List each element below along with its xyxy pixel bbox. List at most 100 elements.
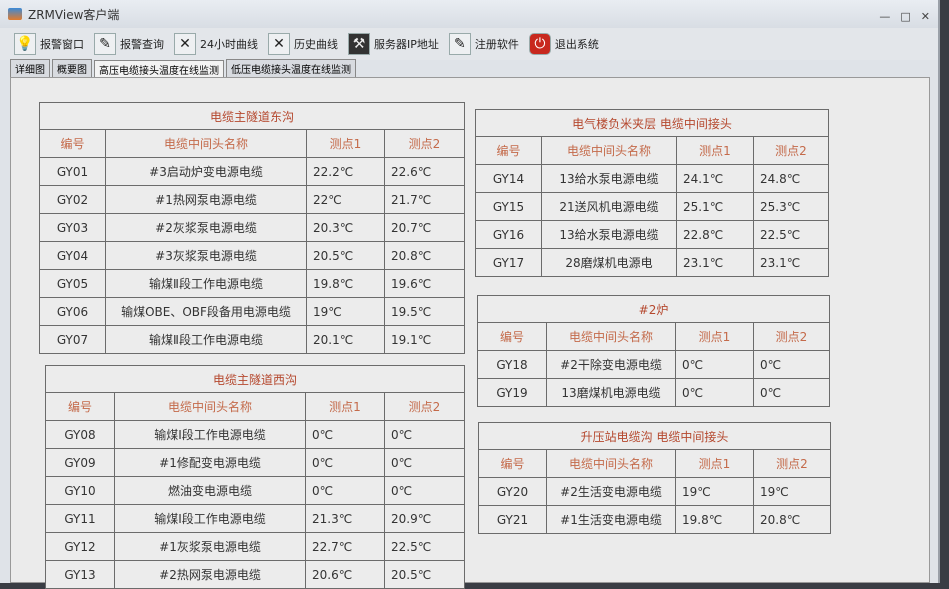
table-row: GY03 #2灰浆泵电源电缆 20.3℃ 20.7℃ xyxy=(39,213,465,242)
cable-name: 燃油变电源电缆 xyxy=(114,476,306,505)
tools-icon: ⚒ xyxy=(348,33,370,55)
header-row: 编号 电缆中间头名称 测点1 测点2 xyxy=(45,392,465,421)
monitor-panel: 电缆主隧道东沟 编号 电缆中间头名称 测点1 测点2 GY01 #3启动炉变电源电缆 22.2… xyxy=(10,77,930,589)
tab-3[interactable]: 低压电缆接头温度在线监测 xyxy=(226,59,356,77)
cable-id: GY18 xyxy=(477,350,547,379)
point2-temp: 0℃ xyxy=(384,476,465,505)
column-header: 编号 xyxy=(45,392,115,421)
table-title: 电缆主隧道西沟 xyxy=(45,365,465,393)
toolbar-button-0[interactable]: 💡 报警窗口 xyxy=(14,33,84,55)
toolbar-button-5[interactable]: ✎ 注册软件 xyxy=(448,33,519,55)
point2-temp: 19.6℃ xyxy=(384,269,465,298)
toolbar-label: 报警查询 xyxy=(120,38,164,51)
table-row: GY19 13磨煤机电源电缆 0℃ 0℃ xyxy=(477,378,830,407)
point1-temp: 20.6℃ xyxy=(305,560,385,589)
cable-id: GY11 xyxy=(45,504,115,533)
maximize-button[interactable]: □ xyxy=(900,10,911,23)
chart-icon: ✕ xyxy=(174,33,196,55)
cable-name: 13磨煤机电源电缆 xyxy=(546,378,676,407)
table-row: GY06 输煤OBE、OBF段备用电源电缆 19℃ 19.5℃ xyxy=(39,297,465,326)
point1-temp: 21.3℃ xyxy=(305,504,385,533)
table-row: GY08 输煤Ⅰ段工作电源电缆 0℃ 0℃ xyxy=(45,420,465,449)
toolbar-button-6[interactable]: ⏻ 退出系统 xyxy=(528,33,599,55)
toolbar-label: 历史曲线 xyxy=(294,38,338,51)
table-title: 电气楼负米夹层 电缆中间接头 xyxy=(475,109,829,137)
point2-temp: 19.5℃ xyxy=(384,297,465,326)
cable-name: #2干除变电源电缆 xyxy=(546,350,676,379)
cable-name: 输煤Ⅱ段工作电源电缆 xyxy=(105,269,307,298)
temperature-table: #2炉 编号 电缆中间头名称 测点1 测点2 GY18 #2干除变电源电缆 0℃ 0℃ GY19 1… xyxy=(477,295,830,407)
lightbulb-icon: 💡 xyxy=(14,33,36,55)
table-row: GY18 #2干除变电源电缆 0℃ 0℃ xyxy=(477,350,830,379)
cable-id: GY02 xyxy=(39,185,106,214)
table-row: GY21 #1生活变电源电缆 19.8℃ 20.8℃ xyxy=(478,505,831,534)
tab-0[interactable]: 详细图 xyxy=(10,59,50,77)
close-button[interactable]: ✕ xyxy=(920,10,930,23)
minimize-button[interactable]: — xyxy=(879,10,891,23)
cable-id: GY20 xyxy=(478,477,547,506)
cable-id: GY04 xyxy=(39,241,106,270)
point1-temp: 19℃ xyxy=(675,477,754,506)
cable-id: GY17 xyxy=(475,248,542,277)
header-row: 编号 电缆中间头名称 测点1 测点2 xyxy=(39,129,465,158)
column-header: 编号 xyxy=(39,129,106,158)
column-header: 编号 xyxy=(478,449,547,478)
table-row: GY12 #1灰浆泵电源电缆 22.7℃ 22.5℃ xyxy=(45,532,465,561)
cable-id: GY16 xyxy=(475,220,542,249)
toolbar-label: 注册软件 xyxy=(474,38,519,51)
column-header: 电缆中间头名称 xyxy=(105,129,307,158)
toolbar-label: 报警窗口 xyxy=(40,38,84,51)
cable-name: #2热网泵电源电缆 xyxy=(114,560,306,589)
cable-name: 28磨煤机电源电 xyxy=(541,248,677,277)
column-header: 测点1 xyxy=(676,136,754,165)
cable-name: #1热网泵电源电缆 xyxy=(105,185,307,214)
cable-name: 21送风机电源电缆 xyxy=(541,192,677,221)
temperature-table: 电缆主隧道西沟 编号 电缆中间头名称 测点1 测点2 GY08 输煤Ⅰ段工作电源电缆 0℃ 0℃… xyxy=(45,365,465,589)
pencil-icon: ✎ xyxy=(448,33,471,55)
cable-name: #3灰浆泵电源电缆 xyxy=(105,241,307,270)
cable-id: GY03 xyxy=(39,213,106,242)
point1-temp: 23.1℃ xyxy=(676,248,754,277)
cable-name: #1生活变电源电缆 xyxy=(546,505,676,534)
table-row: GY10 燃油变电源电缆 0℃ 0℃ xyxy=(45,476,465,505)
cable-name: 输煤OBE、OBF段备用电源电缆 xyxy=(105,297,307,326)
point2-temp: 0℃ xyxy=(384,448,465,477)
point2-temp: 20.7℃ xyxy=(384,213,465,242)
header-row: 编号 电缆中间头名称 测点1 测点2 xyxy=(478,449,831,478)
column-header: 电缆中间头名称 xyxy=(546,322,676,351)
point1-temp: 22℃ xyxy=(306,185,385,214)
toolbar-button-1[interactable]: ✎ 报警查询 xyxy=(94,33,164,55)
column-header: 编号 xyxy=(477,322,547,351)
table-row: GY20 #2生活变电源电缆 19℃ 19℃ xyxy=(478,477,831,506)
header-row: 编号 电缆中间头名称 测点1 测点2 xyxy=(477,322,830,351)
point2-temp: 19℃ xyxy=(753,477,831,506)
toolbar-button-2[interactable]: ✕ 24小时曲线 xyxy=(174,33,258,55)
table-row: GY14 13给水泵电源电缆 24.1℃ 24.8℃ xyxy=(475,164,829,193)
table-row: GY02 #1热网泵电源电缆 22℃ 21.7℃ xyxy=(39,185,465,214)
tab-1[interactable]: 概要图 xyxy=(52,59,92,77)
temperature-table: 升压站电缆沟 电缆中间接头 编号 电缆中间头名称 测点1 测点2 GY20 #2生活变电源电… xyxy=(478,422,831,534)
table-title: 升压站电缆沟 电缆中间接头 xyxy=(478,422,831,450)
point2-temp: 25.3℃ xyxy=(753,192,829,221)
column-header: 测点2 xyxy=(753,449,831,478)
point2-temp: 0℃ xyxy=(753,350,830,379)
cable-id: GY15 xyxy=(475,192,542,221)
power-icon: ⏻ xyxy=(528,33,551,55)
column-header: 编号 xyxy=(475,136,542,165)
tab-2[interactable]: 高压电缆接头温度在线监测 xyxy=(94,60,224,77)
column-header: 测点1 xyxy=(675,322,754,351)
toolbar-button-4[interactable]: ⚒ 服务器IP地址 xyxy=(348,33,439,55)
toolbar-button-3[interactable]: ✕ 历史曲线 xyxy=(268,33,338,55)
table-row: GY15 21送风机电源电缆 25.1℃ 25.3℃ xyxy=(475,192,829,221)
point1-temp: 20.5℃ xyxy=(306,241,385,270)
point2-temp: 23.1℃ xyxy=(753,248,829,277)
cable-id: GY08 xyxy=(45,420,115,449)
chart-icon: ✕ xyxy=(268,33,290,55)
point1-temp: 0℃ xyxy=(675,378,754,407)
cable-name: #2灰浆泵电源电缆 xyxy=(105,213,307,242)
point2-temp: 20.9℃ xyxy=(384,504,465,533)
point1-temp: 19℃ xyxy=(306,297,385,326)
point2-temp: 20.8℃ xyxy=(384,241,465,270)
cable-name: 输煤Ⅰ段工作电源电缆 xyxy=(114,420,306,449)
